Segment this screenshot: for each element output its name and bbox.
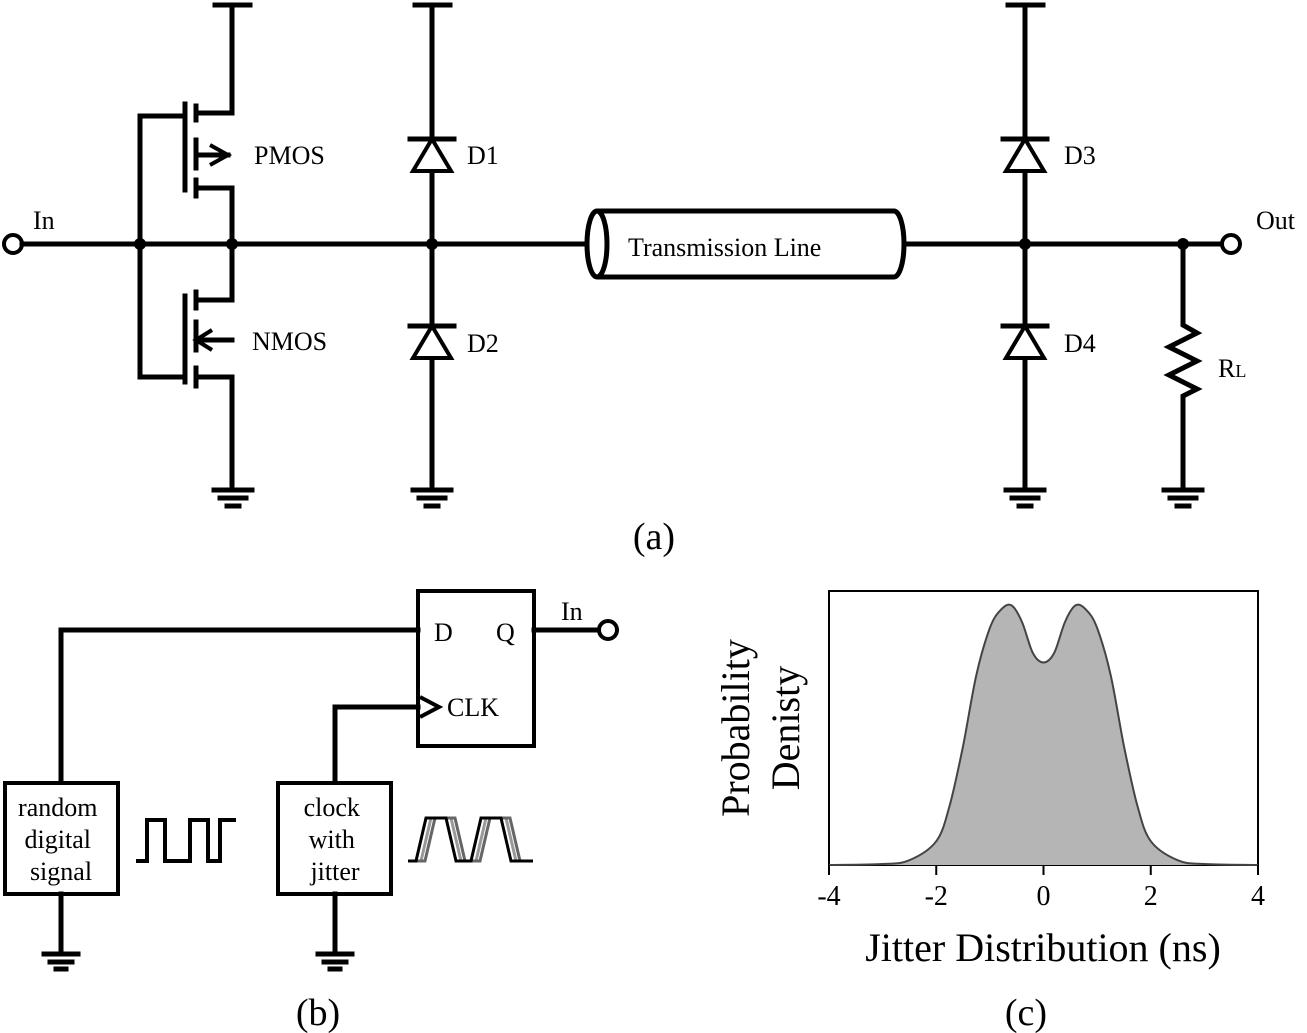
diode-d3 bbox=[1000, 2, 1050, 247]
input-terminal bbox=[2, 233, 24, 255]
q-output-label: In bbox=[561, 597, 583, 626]
x-axis-label: Jitter Distribution (ns) bbox=[865, 925, 1221, 970]
ff-d-label: D bbox=[434, 618, 453, 647]
d4-label: D4 bbox=[1064, 329, 1096, 358]
d3-label: D3 bbox=[1064, 141, 1096, 170]
pmos-transistor bbox=[182, 2, 253, 247]
clock-input-marker bbox=[419, 695, 444, 719]
distribution-curve bbox=[828, 603, 1259, 866]
circuit-b: D Q CLK In random digital signal clock w… bbox=[3, 589, 619, 1033]
d2-label: D2 bbox=[467, 329, 499, 358]
diode-d4 bbox=[1000, 241, 1050, 509]
input-label: In bbox=[33, 206, 55, 235]
ff-q-label: Q bbox=[496, 618, 515, 647]
ff-clk-label: CLK bbox=[447, 693, 499, 722]
y-axis-label-line1: Probability bbox=[713, 639, 758, 817]
diode-d1 bbox=[407, 2, 457, 247]
x-tick-label: 4 bbox=[1251, 881, 1265, 912]
pmos-label: PMOS bbox=[254, 141, 325, 170]
transmission-line-label: Transmission Line bbox=[628, 233, 821, 262]
nmos-transistor bbox=[182, 241, 255, 509]
rl-label: RL bbox=[1218, 354, 1246, 383]
clock-block-ground bbox=[315, 891, 355, 972]
x-tick-label: -2 bbox=[925, 881, 948, 912]
jittered-clock-icon bbox=[408, 816, 533, 863]
caption-b: (b) bbox=[296, 992, 340, 1033]
x-axis-ticks: -4 -2 0 2 4 bbox=[817, 865, 1265, 912]
load-resistor bbox=[1161, 241, 1205, 509]
random-signal-text: random digital signal bbox=[18, 793, 104, 886]
q-output-terminal bbox=[597, 619, 619, 641]
x-tick-label: 0 bbox=[1037, 881, 1051, 912]
circuit-a: PMOS NMOS In D1 D2 Transmission Line bbox=[2, 2, 1296, 558]
output-label: Out bbox=[1256, 206, 1296, 235]
caption-c: (c) bbox=[1005, 992, 1047, 1033]
output-terminal bbox=[1220, 233, 1242, 255]
random-block-ground bbox=[41, 891, 81, 972]
flip-flop bbox=[416, 589, 536, 748]
transmission-line bbox=[584, 208, 907, 280]
clock-block-text: clock with jitter bbox=[304, 793, 367, 886]
x-tick-label: 2 bbox=[1144, 881, 1158, 912]
gate-junction bbox=[134, 238, 146, 250]
jitter-distribution-chart: -4 -2 0 2 4 Jitter Distribution (ns) Probabi… bbox=[713, 590, 1265, 1033]
plot-marks bbox=[828, 603, 1259, 866]
d-input-wire bbox=[58, 627, 421, 786]
y-axis-label-line2: Denisty bbox=[763, 666, 808, 790]
random-waveform-icon bbox=[136, 818, 236, 863]
d1-label: D1 bbox=[467, 141, 499, 170]
x-tick-label: -4 bbox=[817, 881, 840, 912]
diode-d2 bbox=[407, 241, 457, 509]
distribution-area bbox=[829, 604, 1258, 865]
caption-a: (a) bbox=[633, 516, 675, 558]
nmos-label: NMOS bbox=[252, 327, 327, 356]
y-axis-label: Probability Denisty bbox=[713, 639, 808, 817]
clk-input-wire bbox=[332, 704, 421, 786]
